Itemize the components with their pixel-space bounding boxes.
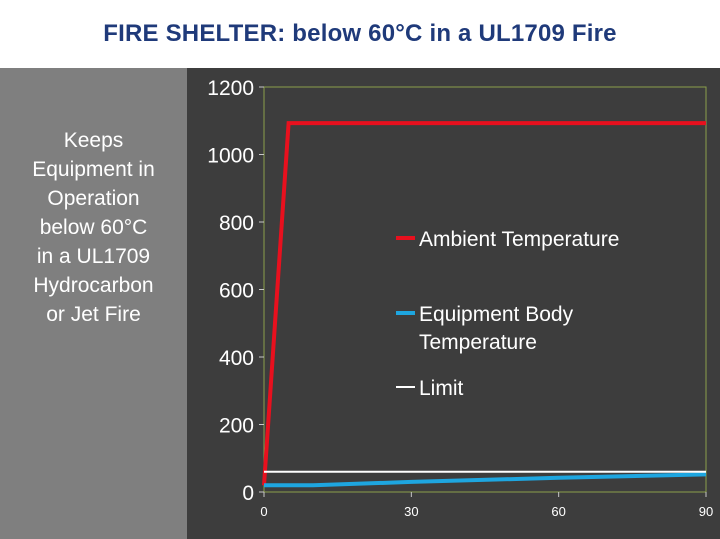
plot-area-border (263, 86, 707, 493)
y-tick-label: 600 (219, 280, 254, 303)
sidebar-line: Operation (47, 187, 140, 210)
sidebar-line: Keeps (63, 129, 124, 152)
page-title: FIRE SHELTER: below 60°C in a UL1709 Fir… (103, 20, 617, 47)
sidebar-panel: Keeps Equipment in Operation below 60°C … (0, 68, 187, 539)
x-tick-label: 0 (260, 504, 267, 519)
y-tick-label: 1200 (207, 77, 254, 100)
x-tick-label: 30 (404, 504, 418, 519)
x-tick-label: 60 (551, 504, 565, 519)
sidebar-line: below 60°C (39, 216, 148, 239)
temperature-chart: 0 200 400 600 800 1000 1200 0 30 60 90 Ambient Temp… (207, 77, 713, 519)
legend-label-line: Temperature (419, 331, 537, 354)
sidebar-line: or Jet Fire (46, 303, 141, 326)
series-line-equipment (264, 472, 707, 488)
y-tick-label: 1000 (207, 145, 254, 168)
slide-header: FIRE SHELTER: below 60°C in a UL1709 Fir… (0, 0, 720, 69)
legend-label: Equipment Body Temperature (419, 303, 574, 354)
sidebar-line: in a UL1709 (36, 245, 151, 268)
y-tick-label: 0 (242, 482, 254, 505)
sidebar-line: Equipment in (32, 158, 155, 181)
chart-area: 0 200 400 600 800 1000 1200 0 30 60 90 Ambient Temp… (187, 68, 720, 539)
legend-label: Ambient Temperature (419, 228, 619, 251)
y-tick-label: 200 (219, 415, 254, 438)
legend-label-line: Ambient Temperature (419, 228, 619, 251)
x-tick-label: 90 (699, 504, 713, 519)
sidebar-caption: Keeps Equipment in Operation below 60°C … (0, 126, 187, 329)
legend-label-line: Limit (419, 377, 464, 400)
series-line-ambient (262, 121, 706, 486)
y-tick-label: 400 (219, 347, 254, 370)
y-tick-label: 800 (219, 212, 254, 235)
sidebar-line: Hydrocarbon (33, 274, 154, 297)
legend-label-line: Equipment Body (419, 303, 574, 326)
legend-label: Limit (419, 377, 464, 400)
